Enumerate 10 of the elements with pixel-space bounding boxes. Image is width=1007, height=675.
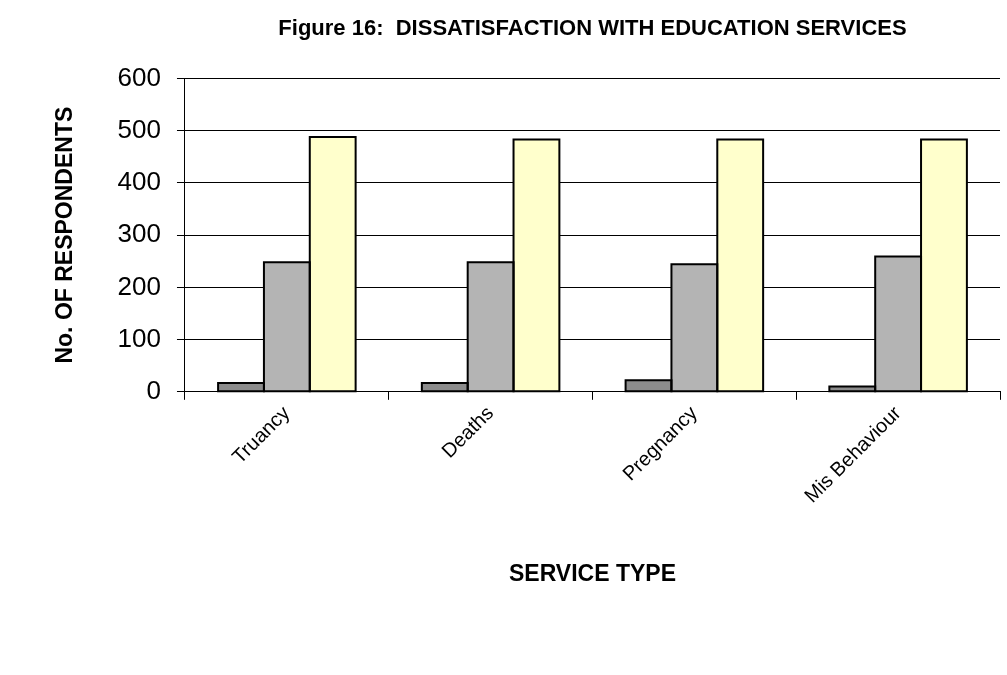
y-tick-label: 0 [146,375,161,405]
y-axis-title: No. OF RESPONDENTS [51,106,78,364]
x-axis-title: SERVICE TYPE [508,559,677,586]
y-tick-label: 200 [117,270,161,301]
y-tick-label: 500 [117,113,161,144]
y-tick-label: 600 [117,61,161,92]
y-tick-label: 300 [117,218,161,249]
y-tick-label: 100 [117,322,161,353]
chart-title: Figure 16: DISSATISFACTION WITH EDUCATION SERVICES [278,15,907,41]
y-tick-label: 400 [117,166,161,197]
